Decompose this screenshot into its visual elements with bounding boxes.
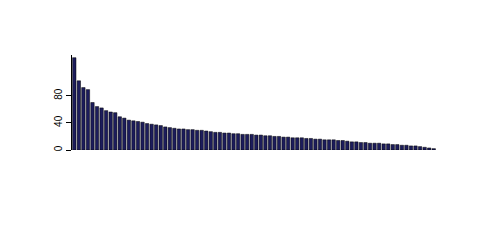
svg-text:0: 0 (53, 145, 64, 151)
svg-text:40: 40 (53, 115, 64, 127)
svg-text:80: 80 (53, 88, 64, 100)
